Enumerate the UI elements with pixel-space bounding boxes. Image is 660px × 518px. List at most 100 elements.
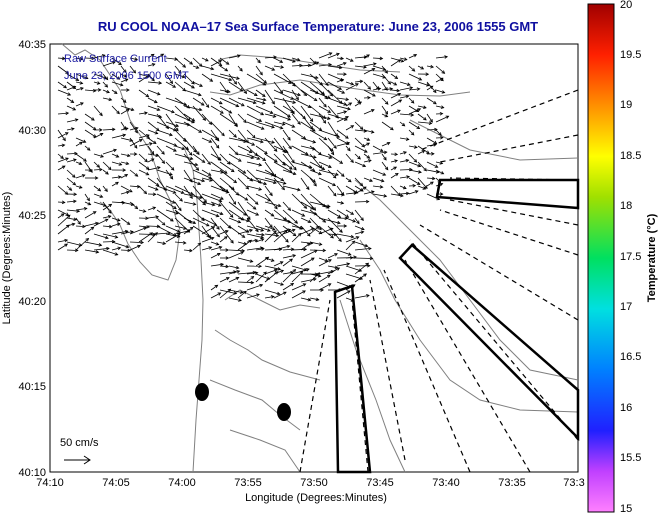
current-vector-head bbox=[149, 232, 153, 236]
current-vector-head bbox=[225, 189, 229, 193]
current-vector bbox=[345, 125, 354, 131]
current-vector-head bbox=[369, 178, 373, 182]
current-vector-head bbox=[78, 185, 83, 189]
current-vector bbox=[399, 95, 409, 99]
x-tick-label: 73:3 bbox=[563, 477, 584, 489]
current-vector bbox=[255, 57, 261, 64]
current-vector bbox=[363, 63, 377, 67]
current-vector-head bbox=[220, 262, 225, 267]
current-vector-head bbox=[255, 228, 259, 233]
current-vector bbox=[282, 185, 301, 191]
current-vector-head bbox=[61, 200, 66, 205]
current-vector bbox=[228, 265, 239, 269]
current-vector bbox=[246, 105, 264, 116]
current-vector bbox=[363, 137, 370, 141]
current-vector-head bbox=[363, 273, 367, 277]
current-vector-head bbox=[288, 166, 293, 170]
mooring-marker-west bbox=[195, 383, 209, 401]
current-vector bbox=[120, 108, 130, 115]
current-vector bbox=[318, 113, 326, 124]
zone-polygons bbox=[333, 178, 580, 474]
current-vector bbox=[246, 294, 260, 299]
current-vector-head bbox=[279, 261, 284, 265]
current-vector bbox=[57, 224, 70, 235]
current-vector bbox=[120, 249, 131, 251]
current-vector bbox=[201, 137, 212, 143]
current-vector-head bbox=[340, 78, 345, 82]
current-vector bbox=[300, 89, 318, 102]
current-vector bbox=[246, 89, 258, 96]
current-vector-head bbox=[88, 168, 93, 172]
current-vector bbox=[183, 169, 193, 183]
current-vector-head bbox=[118, 61, 122, 66]
current-vector-head bbox=[292, 171, 297, 176]
current-vector-head bbox=[269, 110, 274, 114]
current-vector bbox=[435, 56, 448, 59]
current-vector bbox=[309, 217, 322, 230]
current-vector bbox=[183, 89, 202, 96]
current-vector bbox=[291, 268, 310, 275]
transect-line-12 bbox=[419, 89, 579, 151]
current-vector-head bbox=[220, 196, 224, 200]
current-vector-head bbox=[379, 148, 384, 152]
current-vector-head bbox=[422, 186, 427, 190]
current-vector bbox=[174, 145, 185, 150]
current-vector-head bbox=[182, 240, 187, 245]
current-vector bbox=[273, 65, 284, 68]
current-vector-head bbox=[105, 235, 109, 240]
current-vector-head bbox=[311, 128, 316, 132]
current-vector-head bbox=[145, 93, 150, 98]
current-vector bbox=[318, 73, 329, 86]
current-vector-head bbox=[405, 191, 410, 196]
current-vector-head bbox=[420, 66, 425, 70]
transect-dashed-lines bbox=[299, 89, 579, 473]
current-vector-head bbox=[441, 70, 446, 74]
colorbar-label: Temperature (°C) bbox=[646, 213, 658, 302]
current-vector bbox=[408, 169, 422, 173]
current-vector-head bbox=[397, 109, 401, 113]
current-vector bbox=[228, 193, 236, 205]
current-vector-head bbox=[97, 187, 102, 192]
current-vector-head bbox=[189, 195, 193, 199]
current-vector-head bbox=[153, 99, 158, 104]
current-vector bbox=[309, 241, 322, 245]
current-vector bbox=[228, 113, 238, 127]
current-vector bbox=[318, 169, 339, 176]
current-vector bbox=[282, 269, 296, 283]
current-vector-head bbox=[79, 56, 84, 61]
current-vector bbox=[264, 269, 278, 275]
current-vector bbox=[426, 85, 434, 91]
current-vector bbox=[300, 228, 315, 235]
current-vector-head bbox=[199, 195, 203, 200]
current-vector bbox=[354, 80, 363, 83]
transect-line-4 bbox=[383, 269, 471, 473]
current-vector bbox=[417, 113, 427, 121]
current-vector bbox=[354, 186, 367, 195]
current-vector bbox=[111, 241, 129, 248]
current-vector bbox=[66, 128, 75, 131]
current-vector-head bbox=[241, 234, 246, 238]
current-vector-head bbox=[375, 86, 380, 90]
current-vector bbox=[318, 89, 328, 100]
current-vector-head bbox=[323, 136, 328, 141]
current-vector-head bbox=[145, 216, 149, 221]
current-vector bbox=[255, 225, 271, 232]
current-vector-head bbox=[301, 213, 306, 217]
current-vector bbox=[300, 161, 315, 172]
transect-line-11 bbox=[439, 134, 579, 163]
current-vector bbox=[264, 265, 281, 270]
current-vector bbox=[255, 65, 263, 76]
current-vector-head bbox=[290, 282, 295, 287]
current-vector-head bbox=[86, 197, 90, 202]
current-vector-head bbox=[84, 76, 89, 80]
current-vector bbox=[345, 83, 359, 91]
current-vector-head bbox=[183, 226, 188, 230]
current-vector-head bbox=[130, 107, 135, 112]
current-vector bbox=[354, 56, 367, 59]
current-vector bbox=[246, 201, 257, 210]
current-vector bbox=[282, 283, 294, 291]
current-vector-head bbox=[322, 219, 327, 223]
current-vector bbox=[318, 137, 334, 152]
current-vector-head bbox=[260, 126, 265, 130]
current-vector bbox=[318, 217, 341, 224]
